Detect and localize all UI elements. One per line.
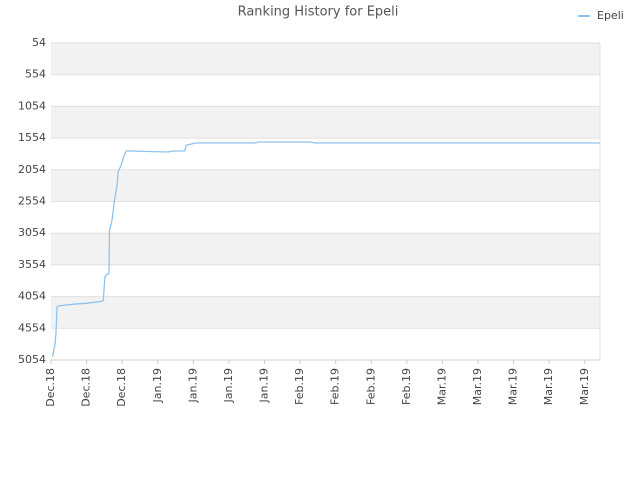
y-tick-label: 3554 [18, 258, 46, 271]
x-tick-label: Jan.19 [151, 368, 164, 403]
x-tick-label: Jan.19 [186, 368, 199, 403]
x-tick-label: Mar.19 [435, 368, 448, 405]
x-tick-label: Mar.19 [542, 368, 555, 405]
legend-label: Epeli [597, 9, 624, 22]
grid-band [51, 43, 600, 75]
x-tick-label: Dec.18 [115, 368, 128, 407]
y-tick-label: 54 [32, 36, 46, 49]
x-tick-label: Dec.18 [44, 368, 57, 407]
x-tick-label: Dec.18 [80, 368, 93, 407]
y-tick-label: 1054 [18, 99, 46, 112]
x-tick-label: Feb.19 [329, 368, 342, 405]
grid-band [51, 169, 600, 202]
x-tick-label: Feb.19 [400, 368, 413, 405]
x-tick-label: Mar.19 [578, 368, 591, 405]
y-tick-label: 2054 [18, 163, 46, 176]
line-series [51, 141, 600, 357]
y-tick-label: 2554 [18, 195, 46, 208]
x-tick-label: Mar.19 [471, 368, 484, 405]
y-tick-label: 4554 [18, 321, 46, 334]
x-tick-label: Jan.19 [222, 368, 235, 403]
y-tick-label: 1554 [18, 131, 46, 144]
chart-title: Ranking History for Epeli [238, 5, 399, 20]
y-tick-label: 5054 [18, 353, 46, 366]
y-tick-label: 4054 [18, 290, 46, 303]
x-tick-label: Jan.19 [258, 368, 271, 403]
grid-band [51, 296, 600, 329]
grid-band [51, 233, 600, 265]
x-tick-label: Feb.19 [364, 368, 377, 405]
y-tick-label: 554 [25, 68, 46, 81]
x-tick-label: Feb.19 [293, 368, 306, 405]
y-tick-label: 3054 [18, 226, 46, 239]
grid-band [51, 106, 600, 139]
x-tick-label: Mar.19 [507, 368, 520, 405]
